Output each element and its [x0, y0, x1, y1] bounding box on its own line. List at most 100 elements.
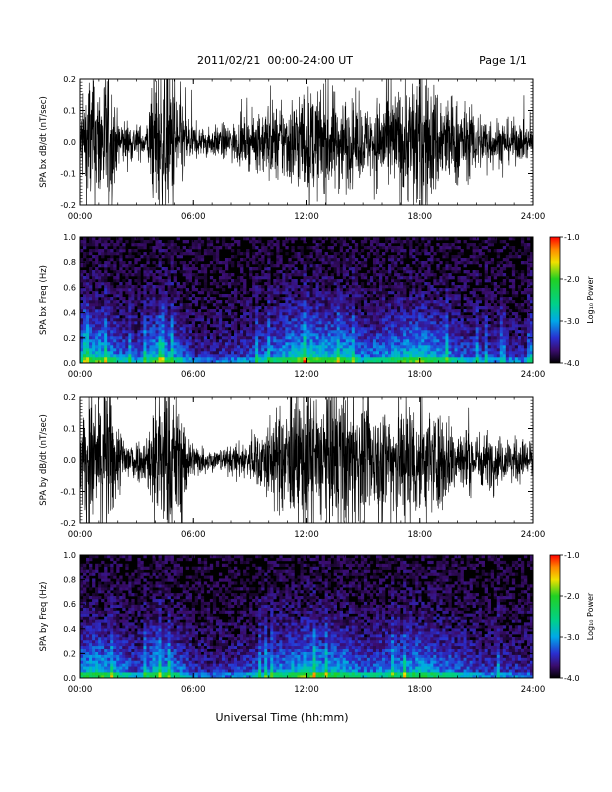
spectrogram-cell — [249, 351, 253, 355]
spectrogram-cell — [421, 333, 425, 337]
waveform-line — [80, 79, 533, 205]
spectrogram-cell — [484, 255, 488, 259]
spectrogram-cell — [318, 267, 322, 271]
spectrogram-cell — [161, 288, 165, 292]
spectrogram-cell — [227, 294, 232, 298]
spectrogram-cell — [246, 327, 250, 331]
spectrogram-cell — [406, 297, 410, 301]
spectrogram-cell — [288, 312, 292, 316]
spectrogram-cell — [312, 246, 316, 250]
spectrogram-cell — [80, 273, 84, 277]
spectrogram-cell — [354, 339, 359, 343]
spectrogram-cell — [406, 312, 410, 316]
spectrogram-cell — [330, 258, 334, 262]
spectrogram-cell — [86, 345, 90, 349]
spectrogram-cell — [400, 276, 404, 280]
spectrogram-cell — [345, 273, 350, 277]
spectrogram-cell — [179, 354, 183, 358]
spectrogram-cell — [306, 330, 310, 334]
spectrogram-cell — [176, 306, 180, 310]
spectrogram-cell — [433, 258, 437, 262]
spectrogram-cell — [415, 330, 419, 334]
spectrogram-cell — [457, 276, 461, 280]
spectrogram-cell — [194, 327, 199, 331]
spectrogram-cell — [252, 309, 256, 313]
spectrogram-cell — [80, 348, 84, 352]
spectrogram-cell — [107, 285, 111, 289]
spectrogram-cell — [321, 279, 325, 283]
spectrogram-cell — [369, 306, 374, 310]
spectrogram-cell — [164, 273, 168, 277]
spectrogram-cell — [185, 315, 190, 319]
spectrogram-cell — [427, 339, 431, 343]
spectrogram-cell — [194, 354, 199, 358]
spectrogram-cell — [481, 288, 485, 292]
spectrogram-cell — [261, 294, 265, 298]
spectrogram-cell — [454, 342, 458, 346]
spectrogram-cell — [318, 300, 322, 304]
spectrogram-cell — [427, 294, 431, 298]
spectrogram-cell — [345, 309, 350, 313]
spectrogram-cell — [481, 330, 485, 334]
spectrogram-cell — [80, 345, 84, 349]
spectrogram-cell — [511, 288, 516, 292]
spectrogram-cell — [128, 294, 132, 298]
spectrogram-cell — [496, 330, 501, 334]
spectrogram-cell — [520, 261, 525, 265]
spectrogram-cell — [92, 330, 96, 334]
spectrogram-cell — [282, 282, 286, 286]
spectrogram-cell — [246, 252, 250, 256]
spectrogram-cell — [324, 315, 328, 319]
spectrogram-cell — [227, 312, 232, 316]
spectrogram-cell — [484, 345, 488, 349]
spectrogram-cell — [490, 327, 495, 331]
spectrogram-cell — [134, 321, 138, 325]
spectrogram-cell — [363, 291, 368, 295]
spectrogram-cell — [451, 333, 455, 337]
spectrogram-cell — [240, 264, 244, 268]
spectrogram-cell — [146, 288, 150, 292]
spectrogram-cell — [508, 237, 513, 241]
spectrogram-cell — [300, 246, 304, 250]
spectrogram-cell — [146, 342, 150, 346]
spectrogram-cell — [427, 303, 431, 307]
spectrogram-cell — [98, 276, 102, 280]
spectrogram-cell — [101, 303, 105, 307]
spectrogram-cell — [212, 270, 217, 274]
spectrogram-cell — [95, 258, 99, 262]
spectrogram-cell — [264, 297, 268, 301]
spectrogram-cell — [424, 360, 428, 364]
spectrogram-cell — [134, 297, 138, 301]
spectrogram-cell — [406, 330, 410, 334]
spectrogram-cell — [303, 255, 307, 259]
spectrogram-cell — [291, 270, 295, 274]
spectrogram-cell — [261, 360, 265, 364]
spectrogram-cell — [95, 294, 99, 298]
spectrogram-cell — [315, 315, 319, 319]
spectrogram-cell — [273, 303, 277, 307]
spectrogram-cell — [463, 345, 467, 349]
spectrogram-cell — [505, 336, 510, 340]
spectrogram-cell — [375, 348, 380, 352]
spectrogram-cell — [363, 306, 368, 310]
spectrogram-cell — [345, 318, 350, 322]
spectrogram-cell — [469, 255, 473, 259]
spectrogram-cell — [83, 285, 87, 289]
spectrogram-cell — [185, 264, 190, 268]
spectrogram-cell — [231, 327, 235, 331]
spectrogram-cell — [297, 315, 301, 319]
spectrogram-cell — [409, 303, 413, 307]
spectrogram-cell — [318, 348, 322, 352]
spectrogram-cell — [125, 309, 129, 313]
spectrogram-cell — [400, 273, 404, 277]
spectrogram-cell — [101, 339, 105, 343]
spectrogram-cell — [336, 312, 341, 316]
spectrogram-cell — [487, 312, 492, 316]
spectrogram-cell — [514, 351, 519, 355]
spectrogram-cell — [481, 252, 485, 256]
spectrogram-cell — [152, 339, 156, 343]
spectrogram-cell — [312, 339, 316, 343]
spectrogram-cell — [472, 294, 476, 298]
spectrogram-cell — [170, 318, 174, 322]
spectrogram-cell — [309, 309, 313, 313]
